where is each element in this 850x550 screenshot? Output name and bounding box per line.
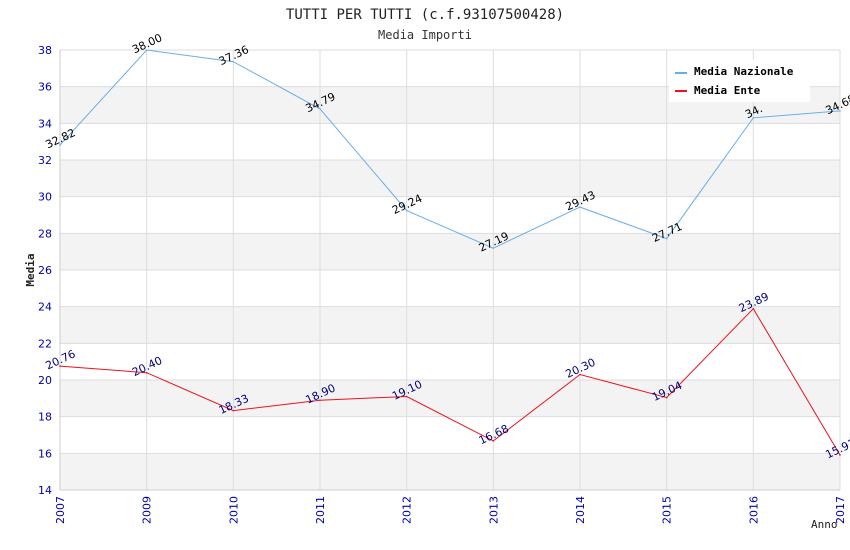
x-tick-label: 2007 xyxy=(54,496,67,524)
y-tick-label: 28 xyxy=(38,227,52,240)
data-point-media-ente xyxy=(752,307,755,310)
x-tick-label: 2011 xyxy=(314,496,327,524)
data-point-media-nazionale xyxy=(59,144,61,146)
data-point-media-nazionale xyxy=(405,209,408,212)
legend-box xyxy=(669,60,810,102)
data-point-media-nazionale xyxy=(579,206,581,208)
chart-subtitle: Media Importi xyxy=(378,28,472,42)
plot-band xyxy=(60,453,840,490)
y-tick-label: 16 xyxy=(38,447,52,460)
y-tick-label: 32 xyxy=(38,154,52,167)
series-line-media-nazionale xyxy=(59,49,841,249)
data-point-media-ente xyxy=(492,440,495,442)
data-point-media-nazionale xyxy=(839,110,841,112)
y-axis-title: Media xyxy=(24,253,37,286)
data-point-media-ente xyxy=(232,409,235,412)
y-tick-label: 30 xyxy=(38,191,52,204)
data-point-media-nazionale xyxy=(492,247,495,249)
plot-band xyxy=(60,160,840,197)
x-tick-labels: 2007 2009 2010 2011 2012 2013 2014 2015 2016 2017 xyxy=(54,496,847,524)
data-point-media-ente xyxy=(59,365,61,367)
data-point-media-ente xyxy=(145,371,148,374)
y-tick-label: 38 xyxy=(38,44,52,57)
plot-band xyxy=(60,196,840,234)
x-tick-label: 2012 xyxy=(401,496,414,524)
legend-label-media-ente: Media Ente xyxy=(694,84,761,97)
data-point-media-ente xyxy=(319,399,321,401)
gridlines xyxy=(59,49,841,491)
series-line-media-ente xyxy=(59,307,841,456)
plot-band xyxy=(60,123,840,160)
plot-band xyxy=(60,416,840,454)
chart-title: TUTTI PER TUTTI (c.f.93107500428) xyxy=(286,7,564,23)
x-tick-label: 2017 xyxy=(834,496,847,524)
plot-band xyxy=(60,380,840,417)
x-tick-label: 2015 xyxy=(661,496,674,524)
data-point-media-ente xyxy=(579,373,581,376)
plot-background-bands xyxy=(60,50,840,490)
data-point-media-nazionale xyxy=(665,237,668,240)
y-tick-label: 26 xyxy=(38,264,52,277)
y-tick-label: 24 xyxy=(38,301,52,314)
data-point-media-ente xyxy=(405,395,408,398)
data-point-media-nazionale xyxy=(319,108,321,110)
y-tick-label: 14 xyxy=(38,484,52,497)
y-tick-label: 22 xyxy=(38,337,52,350)
plot-band xyxy=(60,233,840,270)
x-tick-label: 2010 xyxy=(227,496,240,524)
x-tick-label: 2013 xyxy=(487,496,500,524)
y-tick-label: 18 xyxy=(38,411,52,424)
y-tick-label: 36 xyxy=(38,81,52,94)
y-tick-labels: 14 16 18 20 22 24 26 28 30 32 34 36 38 xyxy=(38,44,52,497)
legend-label-media-nazionale: Media Nazionale xyxy=(694,65,794,78)
x-axis-title: Anno xyxy=(811,518,838,531)
y-tick-label: 34 xyxy=(38,117,52,130)
y-tick-label: 20 xyxy=(38,374,52,387)
x-tick-label: 2009 xyxy=(141,496,154,524)
x-tick-label: 2014 xyxy=(574,496,587,524)
x-tick-label: 2016 xyxy=(747,496,760,524)
data-point-media-nazionale xyxy=(145,49,148,51)
data-point-media-nazionale xyxy=(232,60,235,63)
plot-band xyxy=(60,306,840,344)
data-point-media-ente xyxy=(839,454,841,456)
legend: Media Nazionale Media Ente xyxy=(669,60,810,102)
plot-band xyxy=(60,343,840,380)
data-point-media-ente xyxy=(665,396,668,399)
plot-band xyxy=(60,270,840,307)
data-point-media-nazionale xyxy=(752,117,755,119)
